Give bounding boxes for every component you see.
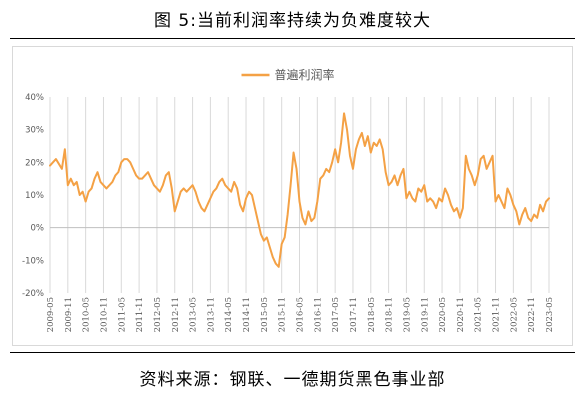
- chart-legend: 普遍利润率: [241, 67, 335, 82]
- chart-gridlines: [49, 97, 550, 293]
- x-tick-label: 2013-05: [189, 297, 199, 332]
- x-tick-label: 2009-11: [64, 297, 74, 332]
- x-tick-label: 2017-05: [331, 297, 341, 332]
- top-divider: [10, 38, 575, 39]
- x-tick-label: 2018-05: [367, 297, 377, 332]
- x-tick-label: 2021-05: [474, 297, 484, 332]
- x-tick-label: 2011-11: [135, 297, 145, 332]
- y-tick-label: -10%: [22, 256, 44, 266]
- y-tick-label: 20%: [25, 158, 44, 168]
- x-tick-label: 2023-05: [545, 297, 555, 332]
- x-tick-label: 2011-05: [117, 297, 127, 332]
- y-tick-label: 40%: [25, 93, 44, 103]
- figure-title: 图 5:当前利润率持续为负难度较大: [154, 11, 431, 31]
- x-tick-label: 2012-05: [153, 297, 163, 332]
- x-tick-label: 2020-05: [438, 297, 448, 332]
- x-tick-label: 2014-05: [224, 297, 234, 332]
- x-tick-label: 2016-11: [313, 297, 323, 332]
- x-tick-label: 2018-11: [385, 297, 395, 332]
- x-tick-label: 2020-11: [456, 297, 466, 332]
- chart-frame: [12, 46, 573, 346]
- x-tick-label: 2019-11: [420, 297, 430, 332]
- x-tick-label: 2010-05: [82, 297, 92, 332]
- y-tick-label: 0%: [31, 224, 45, 234]
- x-tick-label: 2016-05: [296, 297, 306, 332]
- x-axis-tick-labels: 2009-05 2009-11 2010-05 2010-11 2011-05 2011-…: [46, 297, 555, 332]
- x-tick-label: 2015-05: [260, 297, 270, 332]
- x-tick-label: 2012-11: [171, 297, 181, 332]
- y-axis-tick-labels: 40% 30% 20% 10% 0% -10% -20%: [22, 93, 44, 299]
- y-tick-label: 30%: [25, 126, 44, 136]
- x-tick-label: 2019-05: [402, 297, 412, 332]
- x-tick-label: 2013-11: [206, 297, 216, 332]
- x-tick-label: 2009-05: [46, 297, 56, 332]
- x-tick-label: 2022-11: [527, 297, 537, 332]
- series-line: [49, 112, 550, 268]
- x-tick-label: 2017-11: [349, 297, 359, 332]
- bottom-divider: [10, 352, 575, 353]
- y-tick-label: -20%: [22, 289, 44, 299]
- profit-margin-line-chart: 40% 30% 20% 10% 0% -10% -20% 2009-05 2009-11 201…: [22, 67, 555, 332]
- y-tick-label: 10%: [25, 191, 44, 201]
- x-tick-label: 2014-11: [242, 297, 252, 332]
- legend-label: 普遍利润率: [275, 67, 335, 82]
- x-tick-label: 2021-11: [492, 297, 502, 332]
- source-note: 资料来源：钢联、一德期货黑色事业部: [139, 370, 446, 390]
- x-tick-label: 2015-11: [278, 297, 288, 332]
- chart-series: [49, 112, 550, 268]
- x-tick-label: 2010-11: [99, 297, 109, 332]
- x-tick-label: 2022-05: [509, 297, 519, 332]
